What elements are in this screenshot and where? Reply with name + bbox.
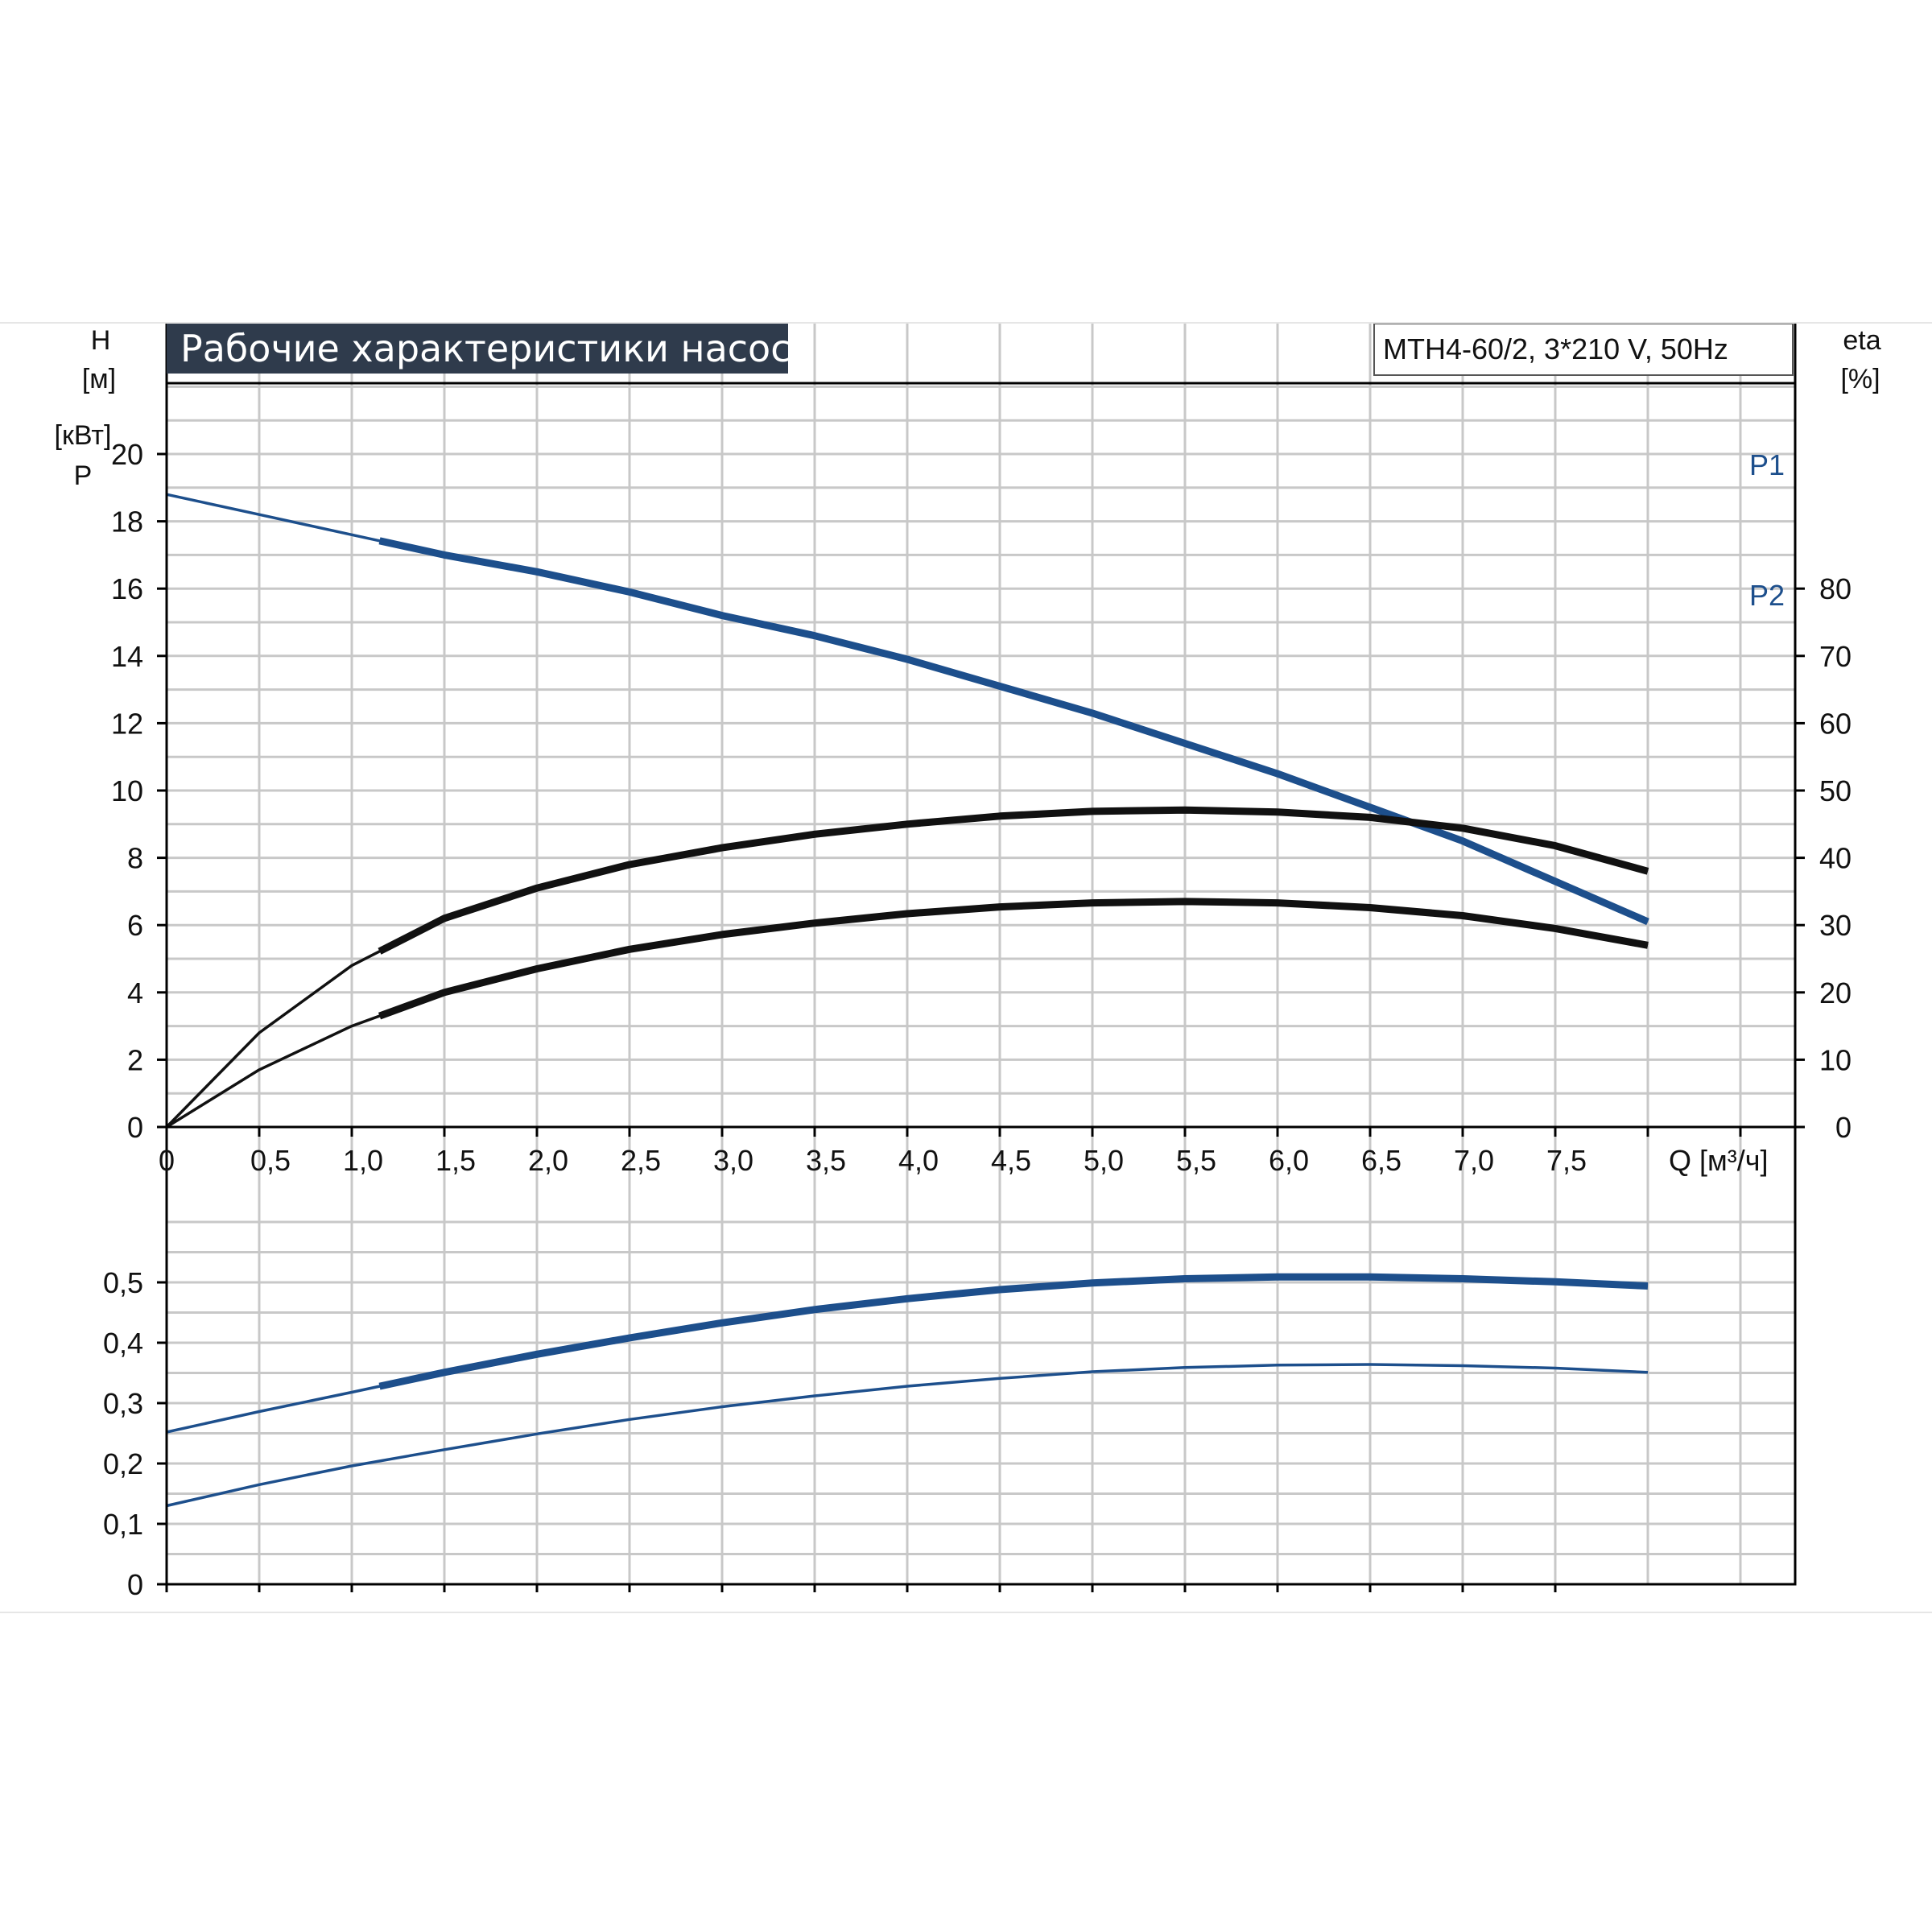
y-tick-label: 4 [127,976,143,1009]
y-tick-label: 14 [111,640,143,673]
bottom-chart-frame [165,382,1797,1586]
y-tick-label: 6 [127,909,143,942]
x-tick-label: 2,0 [528,1144,568,1177]
y-tick-label: 10 [111,774,143,807]
x-tick-label: 0,5 [250,1144,291,1177]
y2-tick-label: 80 [1819,572,1852,605]
x-tick-label: 1,0 [343,1144,383,1177]
p-axis-unit: [кВт] [55,420,112,451]
y2-tick-label: 70 [1819,640,1852,673]
x-tick-label: 3,5 [806,1144,846,1177]
p1-curve-operating [378,1273,1649,1390]
y-tick-label: 18 [111,506,143,539]
y2-tick-label: 50 [1819,774,1852,807]
x-tick-label: 4,5 [991,1144,1031,1177]
y2-tick-label: 40 [1819,842,1852,875]
x-tick-label: 7,5 [1546,1144,1587,1177]
p-tick-label: 0,1 [103,1508,143,1541]
p2-label: P2 [1749,579,1785,612]
head-curve-operating [378,537,1649,926]
p-tick-label: 0,5 [103,1266,143,1299]
y-tick-label: 0 [127,1111,143,1144]
grid-layer [167,324,1795,1584]
y-tick-label: 16 [111,572,143,605]
y-axis-unit: [м] [82,364,116,394]
y2-axis-title: eta [1843,325,1880,356]
y-axis-title: H [91,325,111,356]
y2-axis-unit: [%] [1840,364,1880,394]
p-tick-label: 0 [127,1568,143,1601]
efficiency-pump-curve-operating [378,898,1649,1020]
p1-label: P1 [1749,448,1785,481]
title-background [167,324,788,374]
pump-performance-sheet: 0 2 4 6 8 10 12 14 16 18 20 0 10 20 30 40 50 60 70 80 0 0,5 1,… [0,322,1932,1613]
y-tick-label: 20 [111,438,143,471]
p-axis-title: P [74,460,93,491]
x-tick-label: 5,0 [1084,1144,1124,1177]
axes-layer [157,324,1805,1592]
p-tick-label: 0,4 [103,1327,143,1360]
x-tick-label: 4,0 [898,1144,939,1177]
x-tick-label: 5,5 [1176,1144,1216,1177]
x-axis-title: Q [м³/ч] [1669,1144,1769,1177]
p-tick-label: 0,2 [103,1447,143,1480]
curves-layer [165,493,1649,1508]
y2-tick-label: 10 [1819,1043,1852,1076]
y-tick-label: 12 [111,707,143,740]
y-tick-label: 2 [127,1043,143,1076]
x-tick-label: 7,0 [1454,1144,1494,1177]
x-tick-label: 0 [159,1144,175,1177]
y2-tick-label: 20 [1819,976,1852,1009]
model-box-frame [1373,324,1794,376]
x-tick-label: 2,5 [621,1144,661,1177]
efficiency-curve-operating [378,806,1649,955]
x-tick-label: 6,0 [1269,1144,1309,1177]
chart-title: Рабочие характеристики насоса [180,327,814,370]
model-box: MTH4-60/2, 3*210 V, 50Hz [1373,324,1794,376]
y2-tick-label: 0 [1835,1111,1852,1144]
y2-tick-label: 30 [1819,909,1852,942]
p2-curve [166,1363,1649,1508]
pump-curves-svg: 0 2 4 6 8 10 12 14 16 18 20 0 10 20 30 40 50 60 70 80 0 0,5 1,… [55,324,1881,1601]
p-tick-label: 0,3 [103,1387,143,1420]
model-label: MTH4-60/2, 3*210 V, 50Hz [1383,332,1728,365]
title-banner: Рабочие характеристики насоса [167,324,814,374]
labels-layer: 0 2 4 6 8 10 12 14 16 18 20 0 10 20 30 40 50 60 70 80 0 0,5 1,… [55,325,1881,1601]
y-tick-label: 8 [127,842,143,875]
x-tick-label: 1,5 [436,1144,476,1177]
x-tick-label: 6,5 [1361,1144,1402,1177]
x-tick-label: 3,0 [713,1144,753,1177]
y2-tick-label: 60 [1819,707,1852,740]
